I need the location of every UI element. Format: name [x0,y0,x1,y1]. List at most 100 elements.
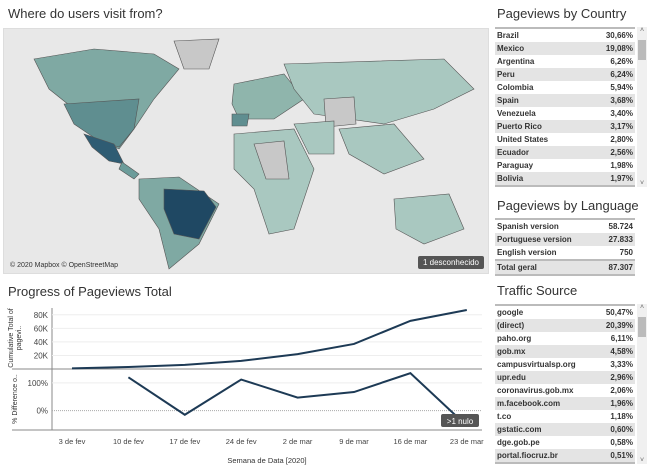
table-row[interactable]: campusvirtualsp.org 3,33% [495,358,635,371]
traffic-scrollbar[interactable]: ˄ ˅ [637,304,647,464]
table-row[interactable]: coronavirus.gob.mx 2,06% [495,384,635,397]
null-badge-text: >1 nulo [447,417,474,426]
spain[interactable] [231,113,250,127]
y-tick-label: 100% [28,379,48,388]
row-label: google [497,308,524,317]
asia-nodata[interactable] [323,96,357,128]
table-row[interactable]: Brazil 30,66% [495,29,635,42]
y-axis-label-pct-diff: % Difference o.. [12,374,19,424]
row-label: campusvirtualsp.org [497,360,576,369]
table-row[interactable]: google 50,47% [495,306,635,319]
country-scrollbar[interactable]: ˄ ˅ [637,27,647,187]
table-row[interactable]: Paraguay 1,98% [495,159,635,172]
map-attribution[interactable]: © 2020 Mapbox © OpenStreetMap [10,262,118,269]
usa[interactable] [63,98,140,148]
total-label: Total geral [497,263,537,272]
table-row[interactable]: Spanish version 58.724 [495,220,635,233]
table-row[interactable]: upr.edu 2,96% [495,371,635,384]
unknown-locations-badge[interactable]: 1 desconhecido [417,256,484,269]
table-row[interactable]: Spain 3,68% [495,94,635,107]
middle-east[interactable] [293,120,335,155]
table-row[interactable]: paho.org 6,11% [495,332,635,345]
south-asia[interactable] [338,123,425,175]
x-tick-label: 17 de fev [169,437,200,446]
australia[interactable] [393,193,465,245]
russia-asia[interactable] [283,58,475,125]
row-label: (direct) [497,321,525,330]
world-map[interactable]: © 2020 Mapbox © OpenStreetMap 1 desconhe… [3,28,489,274]
row-value: 27.833 [608,235,633,244]
y-axis-label-cumulative: Cumulative Total of pagevi.. [8,308,23,368]
total-row: Total geral 87.307 [495,259,635,274]
row-value: 750 [619,248,633,257]
row-label: Argentina [497,57,535,66]
table-row[interactable]: Peru 6,24% [495,68,635,81]
row-value: 2,80% [610,135,633,144]
europe[interactable] [231,73,305,120]
pageviews-chart: 20K 40K 60K 80K 0% 100% 3 de fev 10 de fev 17 de… [12,308,484,465]
row-value: 0,58% [610,438,633,447]
x-tick-label: 2 de mar [283,437,313,446]
row-label: dge.gob.pe [497,438,540,447]
country-title: Pageviews by Country [497,6,627,21]
row-value: 6,24% [610,70,633,79]
y-tick-label: 80K [34,311,49,320]
x-tick-label: 24 de fev [226,437,257,446]
y-tick-label: 40K [34,338,49,347]
row-label: Bolivia [497,174,524,183]
row-value: 5,94% [610,83,633,92]
row-label: gob.mx [497,347,526,356]
table-row[interactable]: Puerto Rico 3,17% [495,120,635,133]
table-row[interactable]: Argentina 6,26% [495,55,635,68]
scroll-down-icon[interactable]: ˅ [639,457,645,464]
traffic-title: Traffic Source [497,283,578,298]
row-label: Ecuador [497,148,530,157]
scroll-thumb[interactable] [638,317,646,337]
map-title: Where do users visit from? [8,6,163,21]
greenland[interactable] [173,38,220,70]
table-row[interactable]: (direct) 20,39% [495,319,635,332]
row-label: gstatic.com [497,425,542,434]
scroll-up-icon[interactable]: ˄ [639,27,645,34]
x-tick-label: 3 de fev [59,437,86,446]
table-row[interactable]: Mexico 19,08% [495,42,635,55]
row-value: 3,68% [610,96,633,105]
table-row[interactable]: m.facebook.com 1,96% [495,397,635,410]
table-row[interactable]: t.co 1,18% [495,410,635,423]
row-value: 2,56% [610,148,633,157]
table-row[interactable]: portal.fiocruz.br 0,51% [495,449,635,462]
row-label: Peru [497,70,515,79]
row-value: 0,60% [610,425,633,434]
row-value: 1,98% [610,161,633,170]
brazil[interactable] [163,188,217,240]
table-row[interactable]: Ecuador 2,56% [495,146,635,159]
row-value: 2,06% [610,386,633,395]
scroll-down-icon[interactable]: ˅ [639,180,645,187]
central-america[interactable] [118,161,140,180]
table-row[interactable]: English version 750 [495,246,635,259]
table-row[interactable]: United States 2,80% [495,133,635,146]
scroll-up-icon[interactable]: ˄ [639,304,645,311]
chart-title: Progress of Pageviews Total [8,284,172,299]
table-row[interactable]: Portuguese version 27.833 [495,233,635,246]
scroll-thumb[interactable] [638,40,646,60]
africa-nodata[interactable] [253,140,290,180]
x-tick-label: 23 de mar [450,437,484,446]
africa[interactable] [233,128,315,235]
row-value: 20,39% [605,321,633,330]
null-badge[interactable] [441,414,479,427]
table-row[interactable]: Bolivia 1,97% [495,172,635,185]
language-title: Pageviews by Language [497,198,639,213]
row-value: 3,40% [610,109,633,118]
table-row[interactable]: gstatic.com 0,60% [495,423,635,436]
row-label: Venezuela [497,109,536,118]
row-value: 1,18% [610,412,633,421]
table-row[interactable]: gob.mx 4,58% [495,345,635,358]
row-label: United States [497,135,549,144]
table-row[interactable]: Venezuela 3,40% [495,107,635,120]
row-value: 3,33% [610,360,633,369]
table-row[interactable]: Colombia 5,94% [495,81,635,94]
row-label: Colombia [497,83,534,92]
mexico[interactable] [83,133,125,165]
table-row[interactable]: dge.gob.pe 0,58% [495,436,635,449]
